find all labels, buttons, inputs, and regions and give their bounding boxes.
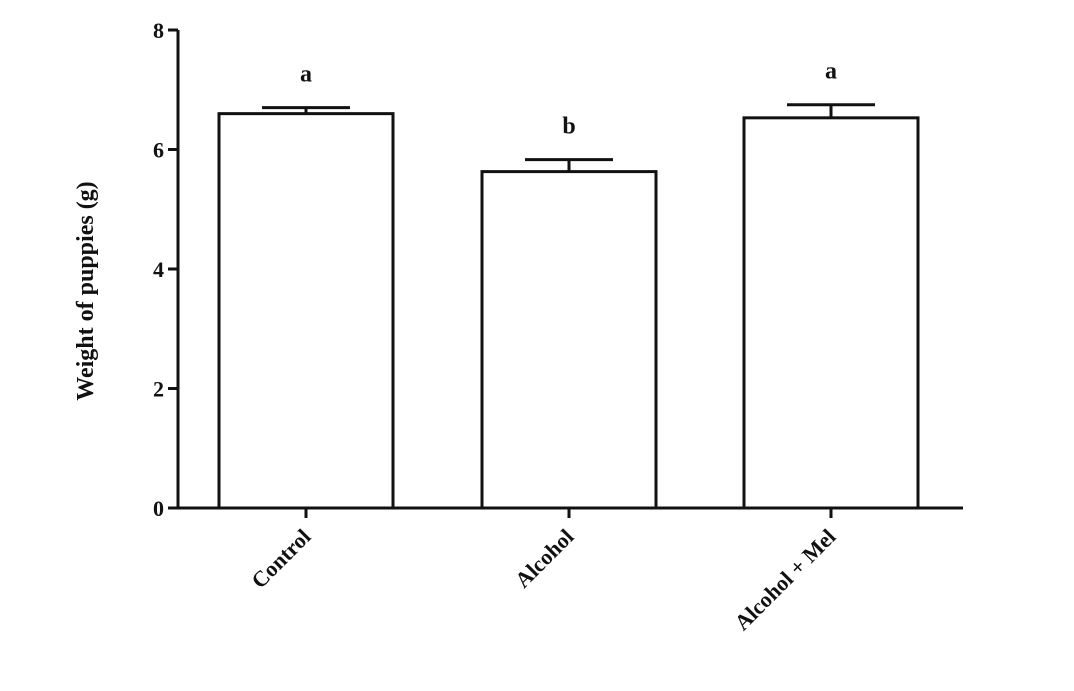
significance-label: b — [562, 114, 575, 140]
bar — [217, 112, 395, 510]
significance-label: a — [300, 62, 312, 88]
bar — [480, 170, 658, 510]
y-tick-label: 6 — [153, 138, 164, 163]
bars — [217, 103, 920, 510]
bar — [742, 116, 920, 510]
significance-label: a — [825, 59, 837, 85]
y-tick-label: 2 — [153, 377, 164, 402]
y-tick-label: 0 — [153, 496, 164, 521]
y-axis-title: Weight of puppies (g) — [73, 181, 99, 400]
y-tick-label: 4 — [153, 257, 164, 282]
category-label: Alcohol — [510, 524, 579, 593]
category-label: Alcohol + Mel — [729, 524, 840, 635]
category-label: Control — [246, 524, 315, 593]
y-tick-label: 8 — [153, 18, 164, 43]
